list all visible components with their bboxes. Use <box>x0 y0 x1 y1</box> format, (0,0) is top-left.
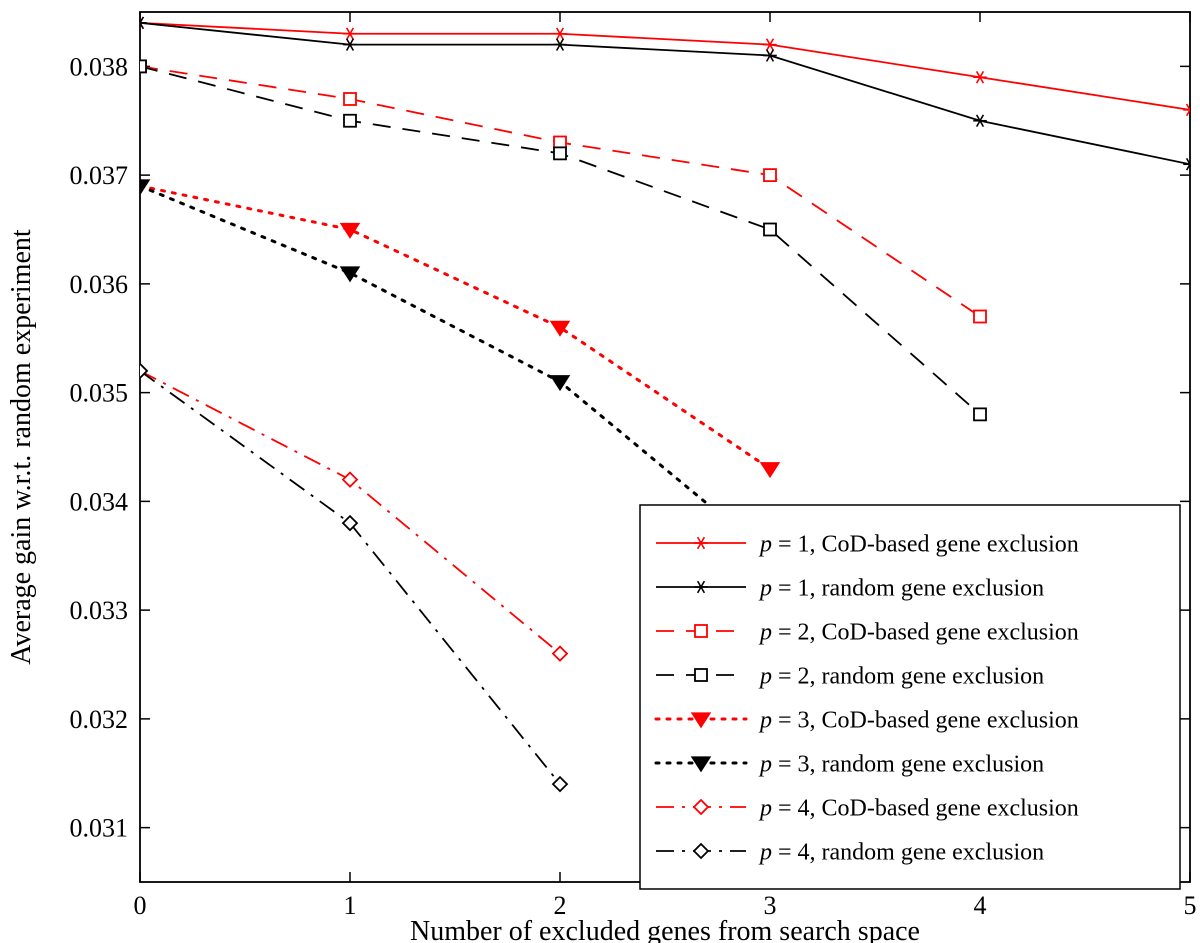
x-tick-label: 5 <box>1184 891 1197 920</box>
legend-item-label: p = 3, CoD-based gene exclusion <box>758 707 1079 733</box>
legend-item-label: p = 4, random gene exclusion <box>758 839 1044 865</box>
y-tick-label: 0.031 <box>70 814 129 843</box>
legend-item-label: p = 4, CoD-based gene exclusion <box>758 795 1079 821</box>
y-tick-label: 0.034 <box>70 487 129 516</box>
y-tick-label: 0.037 <box>70 161 129 190</box>
legend-item-label: p = 3, random gene exclusion <box>758 751 1044 777</box>
y-tick-label: 0.036 <box>70 270 129 299</box>
y-tick-label: 0.038 <box>70 52 129 81</box>
x-tick-label: 0 <box>134 891 147 920</box>
y-tick-label: 0.032 <box>70 705 129 734</box>
legend-item-label: p = 2, random gene exclusion <box>758 663 1044 689</box>
x-axis-label: Number of excluded genes from search spa… <box>410 916 920 943</box>
x-tick-label: 1 <box>344 891 357 920</box>
legend: p = 1, CoD-based gene exclusion p = 1, ra… <box>640 505 1180 889</box>
y-tick-label: 0.033 <box>70 596 129 625</box>
legend-box <box>640 505 1180 889</box>
legend-item-label: p = 1, CoD-based gene exclusion <box>758 531 1079 557</box>
legend-item-label: p = 2, CoD-based gene exclusion <box>758 619 1079 645</box>
x-tick-label: 4 <box>974 891 987 920</box>
line-chart: 0123450.0310.0320.0330.0340.0350.0360.03… <box>0 0 1200 943</box>
y-tick-label: 0.035 <box>70 379 129 408</box>
legend-item-label: p = 1, random gene exclusion <box>758 575 1044 601</box>
y-axis-label: Average gain w.r.t. random experiment <box>6 229 37 665</box>
chart-container: 0123450.0310.0320.0330.0340.0350.0360.03… <box>0 0 1200 943</box>
